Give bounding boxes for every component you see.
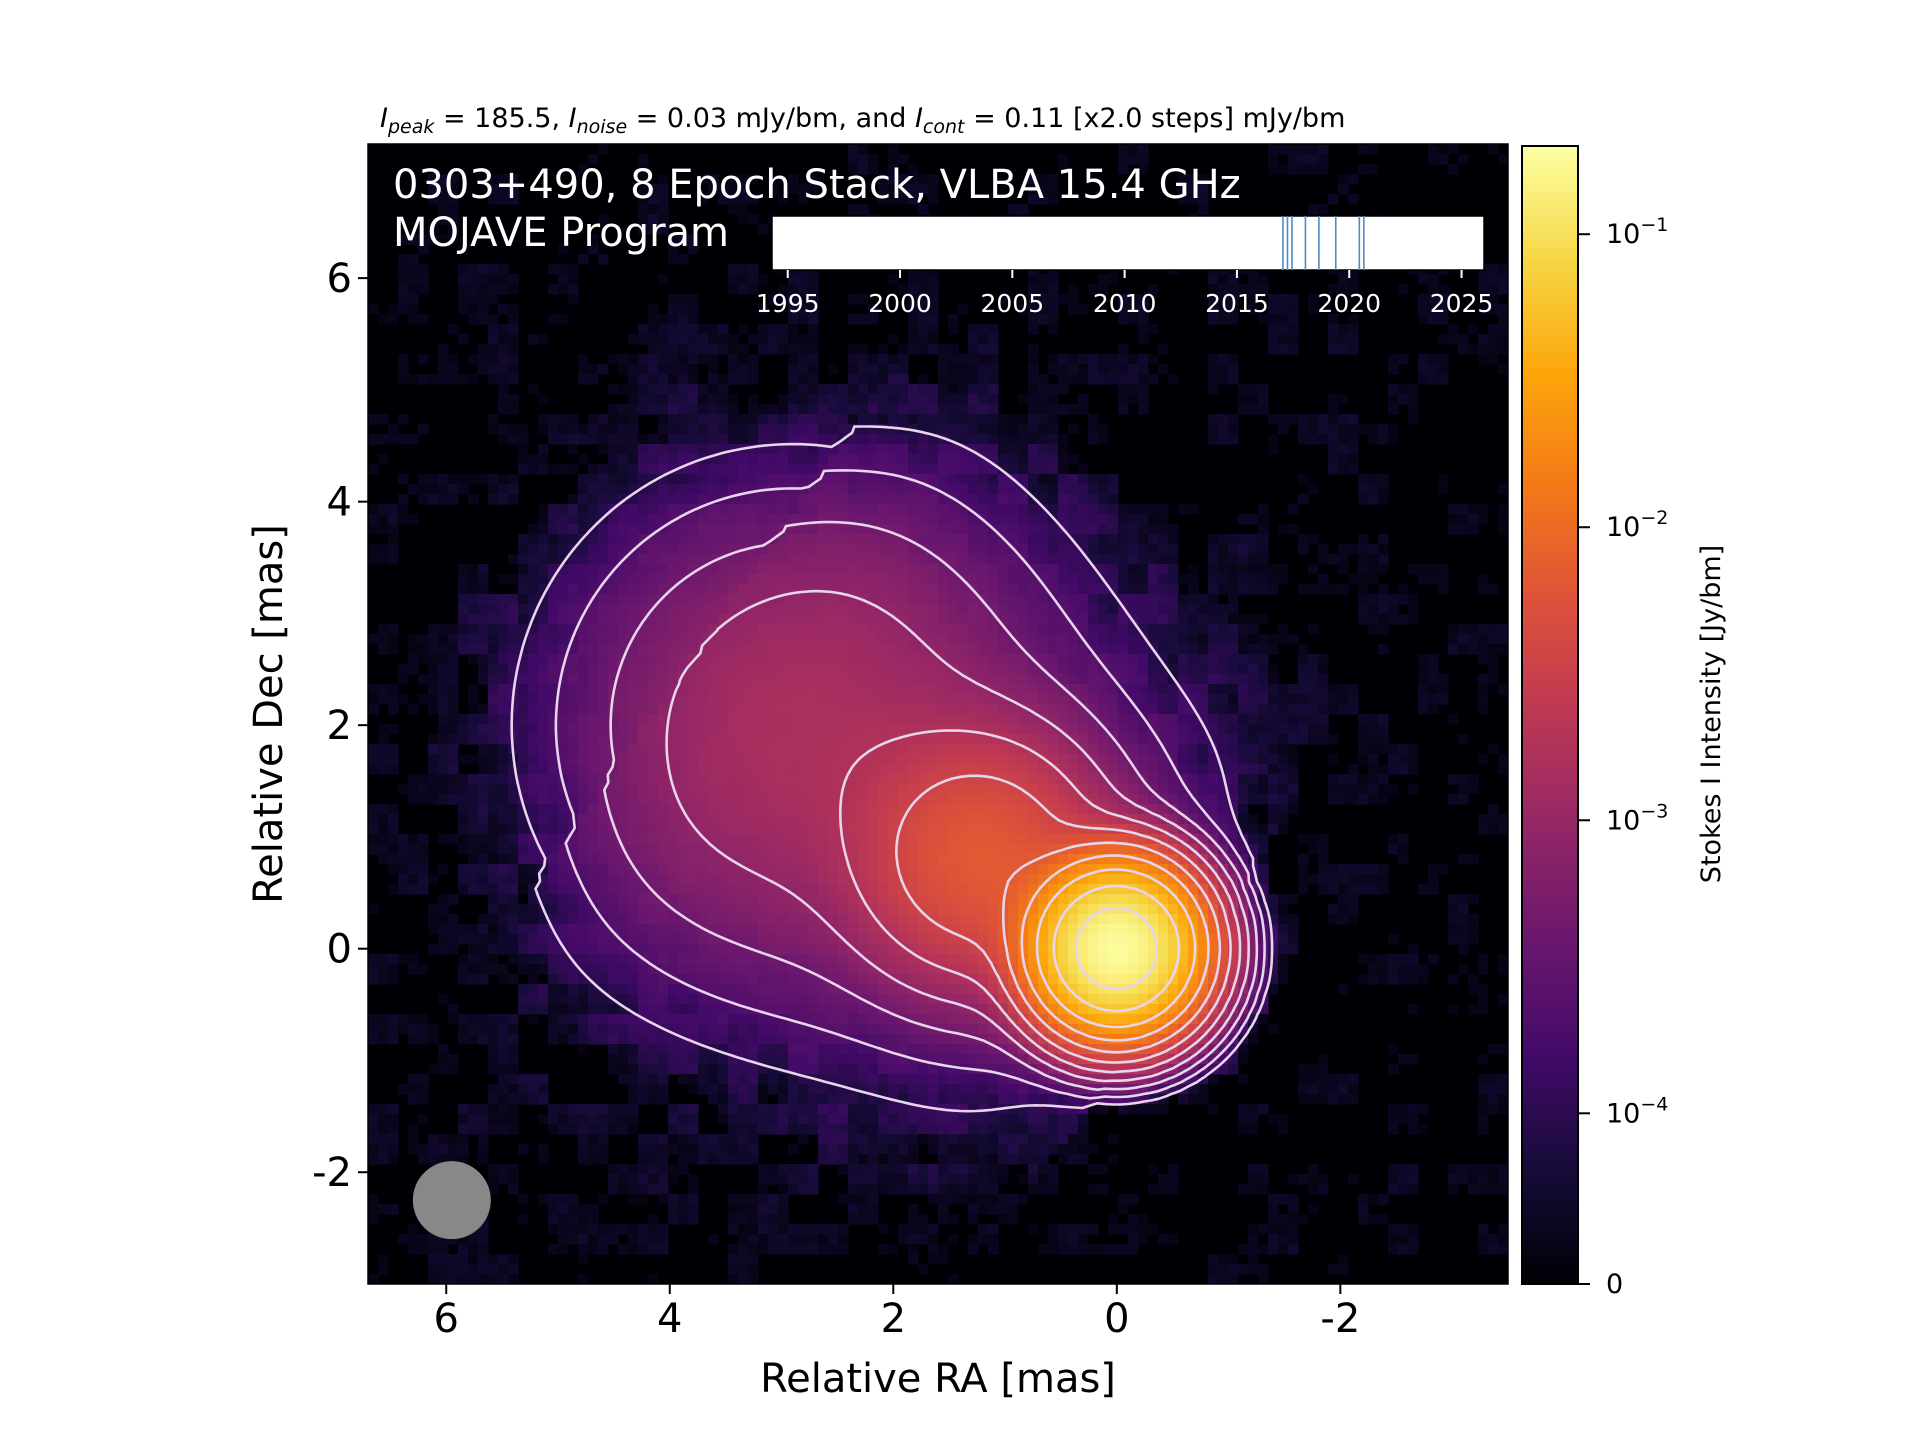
y-axis-label: Relative Dec [mas] xyxy=(246,524,292,904)
x-tick-label: 0 xyxy=(1104,1296,1129,1342)
contour-level xyxy=(1020,854,1210,1042)
x-tick-label: 4 xyxy=(657,1296,682,1342)
colorbar: 10−1 10−2 10−3 10−4 0 Stokes I Intensity [Jy… xyxy=(1521,145,1727,1300)
beam-ellipse xyxy=(412,1161,491,1240)
y-tick-label: 4 xyxy=(327,480,352,526)
contour-level xyxy=(1002,841,1222,1054)
intensity-image xyxy=(368,144,1508,1284)
timeline-tick-label: 2025 xyxy=(1430,289,1494,318)
x-axis-ticks: 6 4 2 0 -2 xyxy=(434,1284,1360,1342)
plot-area: 0303+490, 8 Epoch Stack, VLBA 15.4 GHz M… xyxy=(367,143,1509,1285)
timeline-tick-label: 2015 xyxy=(1205,289,1269,318)
contour-level xyxy=(1074,907,1159,991)
y-tick-label: 6 xyxy=(327,256,352,302)
contour-level xyxy=(839,729,1242,1074)
timeline-tick-label: 2005 xyxy=(981,289,1045,318)
contour-level xyxy=(665,589,1250,1083)
contour-level xyxy=(603,520,1259,1091)
colorbar-tick-label: 10−2 xyxy=(1606,507,1668,543)
x-tick-label: 6 xyxy=(434,1296,459,1342)
overlay-title-line-2: MOJAVE Program xyxy=(393,210,729,256)
contour-level xyxy=(510,425,1274,1113)
y-axis-ticks: 6 4 2 0 -2 xyxy=(312,256,368,1196)
epoch-markers xyxy=(1282,216,1365,270)
colorbar-gradient xyxy=(1521,145,1579,1285)
contour-lines xyxy=(510,425,1274,1113)
timeline-tick-label: 2000 xyxy=(868,289,932,318)
contour-level xyxy=(554,469,1266,1100)
timeline-tick-label: 2010 xyxy=(1093,289,1157,318)
x-tick-label: 2 xyxy=(881,1296,906,1342)
colorbar-tick-label: 0 xyxy=(1606,1269,1623,1300)
timeline-tick-label: 1995 xyxy=(756,289,820,318)
x-tick-label: -2 xyxy=(1320,1296,1360,1342)
colorbar-label: Stokes I Intensity [Jy/bm] xyxy=(1696,545,1727,883)
overlay-title-line-1: 0303+490, 8 Epoch Stack, VLBA 15.4 GHz xyxy=(393,162,1241,208)
y-tick-label: 2 xyxy=(327,703,352,749)
contour-level xyxy=(1035,868,1197,1029)
epoch-timeline: 1995 2000 2005 2010 2015 2020 2025 xyxy=(756,215,1493,318)
colorbar-ticks: 10−1 10−2 10−3 10−4 0 xyxy=(1578,214,1668,1300)
contour-level xyxy=(895,774,1232,1064)
x-axis-label: Relative RA [mas] xyxy=(760,1356,1116,1402)
y-tick-label: 0 xyxy=(327,927,352,973)
colorbar-tick-label: 10−4 xyxy=(1606,1093,1668,1129)
contour-level xyxy=(1052,884,1181,1013)
timeline-tick-label: 2020 xyxy=(1317,289,1381,318)
y-tick-label: -2 xyxy=(312,1150,352,1196)
timeline-ticks: 1995 2000 2005 2010 2015 2020 2025 xyxy=(756,270,1493,318)
colorbar-tick-label: 10−3 xyxy=(1606,800,1668,836)
intensity-summary-header: Ipeak​ = 185.5, Inoise​ = 0.03 mJy/bm, a… xyxy=(380,103,1345,138)
colorbar-tick-label: 10−1 xyxy=(1606,214,1668,250)
